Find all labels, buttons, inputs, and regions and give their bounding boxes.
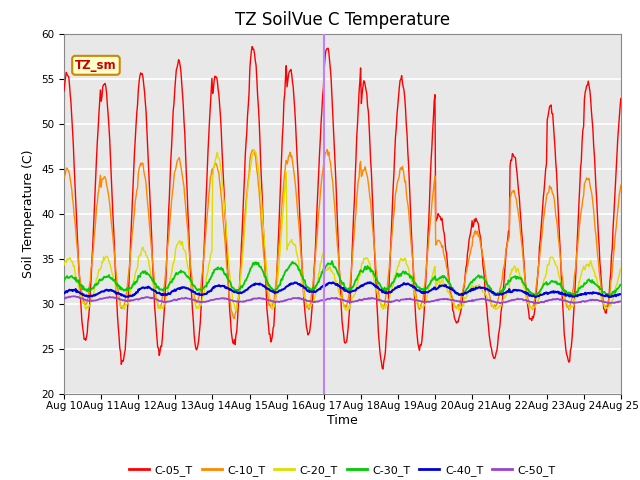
C-50_T	[411, 297, 419, 303]
C-50_T	[70, 293, 78, 299]
C-05_T	[70, 161, 78, 167]
C-30_T	[127, 285, 135, 291]
C-20_T	[412, 294, 419, 300]
Line: C-50_T: C-50_T	[64, 296, 621, 303]
C-20_T	[70, 263, 78, 268]
C-20_T	[617, 266, 625, 272]
C-10_T	[70, 212, 78, 218]
C-20_T	[127, 285, 135, 291]
C-30_T	[70, 275, 78, 281]
C-10_T	[617, 182, 625, 188]
C-20_T	[250, 147, 257, 153]
C-50_T	[617, 299, 625, 304]
C-30_T	[411, 280, 419, 286]
C-30_T	[570, 293, 578, 299]
Line: C-05_T: C-05_T	[64, 47, 621, 369]
Legend: C-05_T, C-10_T, C-20_T, C-30_T, C-40_T, C-50_T: C-05_T, C-10_T, C-20_T, C-30_T, C-40_T, …	[125, 460, 560, 480]
C-40_T	[60, 290, 68, 296]
C-20_T	[184, 264, 192, 270]
Line: C-20_T: C-20_T	[64, 150, 621, 311]
C-10_T	[214, 165, 221, 170]
C-10_T	[127, 242, 135, 248]
C-05_T	[214, 78, 221, 84]
C-05_T	[380, 366, 387, 372]
C-10_T	[412, 289, 419, 295]
C-05_T	[184, 210, 192, 216]
C-30_T	[328, 258, 336, 264]
C-50_T	[496, 300, 504, 306]
C-40_T	[184, 286, 192, 291]
C-30_T	[428, 278, 435, 284]
C-20_T	[60, 262, 68, 268]
Title: TZ SoilVue C Temperature: TZ SoilVue C Temperature	[235, 11, 450, 29]
C-05_T	[617, 96, 625, 101]
C-10_T	[250, 146, 257, 152]
C-20_T	[214, 149, 221, 155]
Line: C-40_T: C-40_T	[64, 282, 621, 297]
C-40_T	[411, 285, 419, 290]
C-10_T	[230, 316, 238, 322]
C-50_T	[185, 296, 193, 301]
C-40_T	[366, 279, 374, 285]
Line: C-10_T: C-10_T	[64, 149, 621, 319]
X-axis label: Time: Time	[327, 414, 358, 427]
C-10_T	[428, 201, 436, 206]
C-40_T	[428, 288, 435, 293]
C-50_T	[128, 297, 136, 303]
C-40_T	[127, 293, 135, 299]
C-50_T	[71, 293, 79, 299]
C-20_T	[428, 275, 436, 281]
C-30_T	[184, 274, 192, 279]
Line: C-30_T: C-30_T	[64, 261, 621, 296]
C-40_T	[70, 288, 78, 293]
C-05_T	[248, 44, 256, 49]
C-10_T	[60, 174, 68, 180]
C-40_T	[617, 291, 625, 297]
C-30_T	[214, 267, 221, 273]
C-50_T	[60, 296, 68, 302]
C-20_T	[232, 308, 240, 313]
C-10_T	[184, 228, 192, 234]
Text: TZ_sm: TZ_sm	[75, 59, 116, 72]
C-05_T	[412, 313, 419, 319]
C-40_T	[214, 283, 221, 289]
C-30_T	[617, 282, 625, 288]
C-05_T	[60, 88, 68, 94]
Y-axis label: Soil Temperature (C): Soil Temperature (C)	[22, 149, 35, 278]
C-40_T	[532, 294, 540, 300]
C-50_T	[428, 299, 435, 304]
C-30_T	[60, 278, 68, 284]
C-05_T	[127, 222, 135, 228]
C-05_T	[428, 145, 436, 151]
C-50_T	[214, 296, 222, 302]
